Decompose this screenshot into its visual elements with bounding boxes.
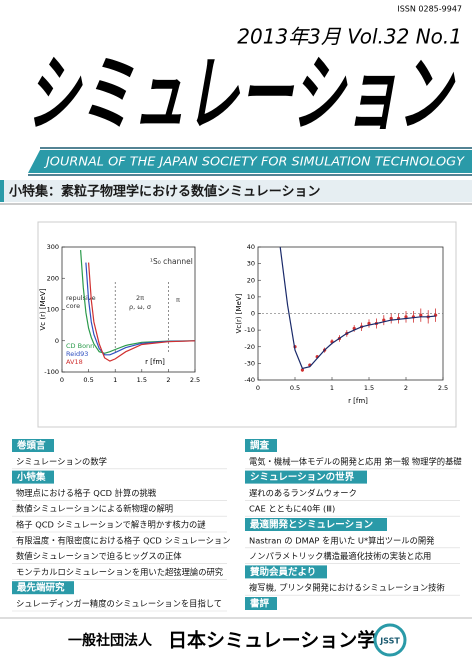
journal-title: シミュレーション (23, 45, 465, 143)
contents-item: シュレーディンガー精度のシミュレーションを目指して (16, 599, 222, 609)
plot-area (80, 250, 195, 362)
x-tick-label: 2.5 (190, 376, 200, 384)
annotation: ρ, ω, σ (129, 303, 151, 311)
x-axis-label: r [fm] (145, 358, 165, 366)
contents-item: 遅れのあるランダムウォーク (249, 488, 357, 498)
section-heading: 巻頭言 (16, 440, 46, 452)
series-line (279, 247, 436, 370)
plot-area (279, 247, 438, 372)
data-point (382, 318, 386, 322)
contents-item: シミュレーションの数学 (16, 456, 107, 466)
x-tick-label: 2 (404, 384, 408, 392)
y-tick-label: -30 (244, 359, 255, 367)
y-tick-label: -40 (244, 376, 255, 384)
section-heading-box (245, 470, 367, 484)
issue: 2013年3月 Vol.32 No.1 (237, 25, 462, 49)
section-heading-box (245, 439, 277, 452)
contents-item: 数値シミュレーションで迫るヒッグスの正体 (16, 551, 182, 561)
section-heading: 調査 (250, 440, 270, 452)
feature-bar (0, 180, 4, 202)
x-tick-label: 0.5 (83, 376, 93, 384)
section-heading-box (245, 565, 327, 579)
annotation: ¹S₀ channel (150, 257, 193, 266)
section-heading-box (12, 470, 54, 484)
logo-text: JSST (379, 637, 400, 646)
x-tick-label: 1.5 (364, 384, 374, 392)
y-tick-label: 40 (247, 243, 255, 251)
x-tick-label: 0.5 (290, 384, 300, 392)
y-tick-label: 30 (247, 260, 255, 268)
section-heading: 書評 (250, 598, 270, 610)
section-heading: 賛助会員だより (249, 566, 316, 578)
legend-entry: AV18 (66, 358, 83, 366)
section-heading-box (245, 597, 277, 610)
subtitle-band (28, 150, 472, 173)
y-tick-label: 200 (47, 274, 59, 282)
x-tick-label: 1 (330, 384, 334, 392)
legend-entry: Reid93 (66, 350, 88, 358)
y-tick-label: -10 (244, 326, 255, 334)
data-point (404, 315, 408, 319)
y-tick-label: 300 (47, 243, 59, 251)
x-tick-label: 2.5 (438, 384, 448, 392)
feature-band (0, 180, 472, 202)
section-heading: 最先端研究 (17, 582, 65, 594)
y-axis-label: Vc(r) [MeV] (235, 293, 243, 333)
contents-item: 複写機, プリンタ開発におけるシミュレーション技術 (249, 583, 445, 593)
x-tick-label: 1 (113, 376, 117, 384)
series-line (88, 262, 195, 362)
x-axis-label: r [fm] (348, 397, 368, 405)
annotation: 2π (136, 294, 144, 302)
data-point (419, 313, 423, 317)
y-tick-label: 0 (251, 310, 255, 318)
contents-item: 格子 QCD シミュレーションで解き明かす核力の謎 (16, 520, 206, 530)
feature-title: 小特集：素粒子物理学における数値シミュレーション (9, 184, 320, 200)
data-point (389, 316, 393, 321)
contents-item: Nastran の DMAP を用いた U*算出ツールの開発 (249, 535, 435, 545)
org-type: 一般社団法人 (68, 632, 153, 649)
figure-panel (37, 221, 457, 428)
y-tick-label: -20 (244, 343, 255, 351)
annotation: π (176, 296, 180, 304)
annotation: core (66, 302, 80, 310)
series-line (85, 262, 195, 356)
issn: ISSN 0285-9947 (397, 5, 462, 14)
section-heading: 小特集 (16, 471, 46, 483)
contents-item: 数値シミュレーションによる新物理の解明 (16, 504, 173, 514)
contents-item: モンテカルロシミュレーションを用いた超弦理論の研究 (16, 567, 223, 577)
logo (373, 623, 407, 657)
section-heading-box (245, 518, 387, 531)
journal-subtitle: JOURNAL OF THE JAPAN SOCIETY FOR SIMULAT… (43, 154, 465, 169)
org-name: 日本シミュレーション学会 (168, 629, 395, 652)
data-point (300, 368, 304, 372)
x-tick-label: 2 (166, 376, 170, 384)
annotation: repulsive (66, 294, 96, 302)
legend-entry: CD Bonn (66, 342, 94, 350)
section-heading-box (12, 581, 74, 595)
x-tick-label: 0 (60, 376, 64, 384)
y-tick-label: -100 (44, 368, 59, 376)
contents-item: CAE とともに40年 (Ⅲ) (249, 504, 335, 514)
y-tick-label: 20 (247, 276, 255, 284)
contents-item: ノンパラメトリック構造最適化技術の実装と応用 (249, 551, 431, 561)
data-point (367, 321, 371, 326)
y-tick-label: 10 (247, 293, 255, 301)
x-tick-label: 0 (256, 384, 260, 392)
contents-item: 有限温度・有限密度における格子 QCD シミュレーション (16, 535, 231, 545)
y-tick-label: 100 (47, 306, 59, 314)
y-tick-label: 0 (55, 337, 59, 345)
x-tick-label: 1.5 (137, 376, 147, 384)
y-axis-label: Vc (r) [MeV] (39, 288, 47, 330)
section-heading: シミュレーションの世界 (250, 471, 355, 483)
section-heading-box (12, 439, 54, 452)
contents-item: 物理点における格子 QCD 計算の挑戦 (16, 488, 157, 498)
contents-item: 電気・機械一体モデルの開発と応用 第一報 物理学的基礎 (249, 456, 462, 466)
section-heading: 最適開発とシミュレーション (250, 519, 373, 531)
